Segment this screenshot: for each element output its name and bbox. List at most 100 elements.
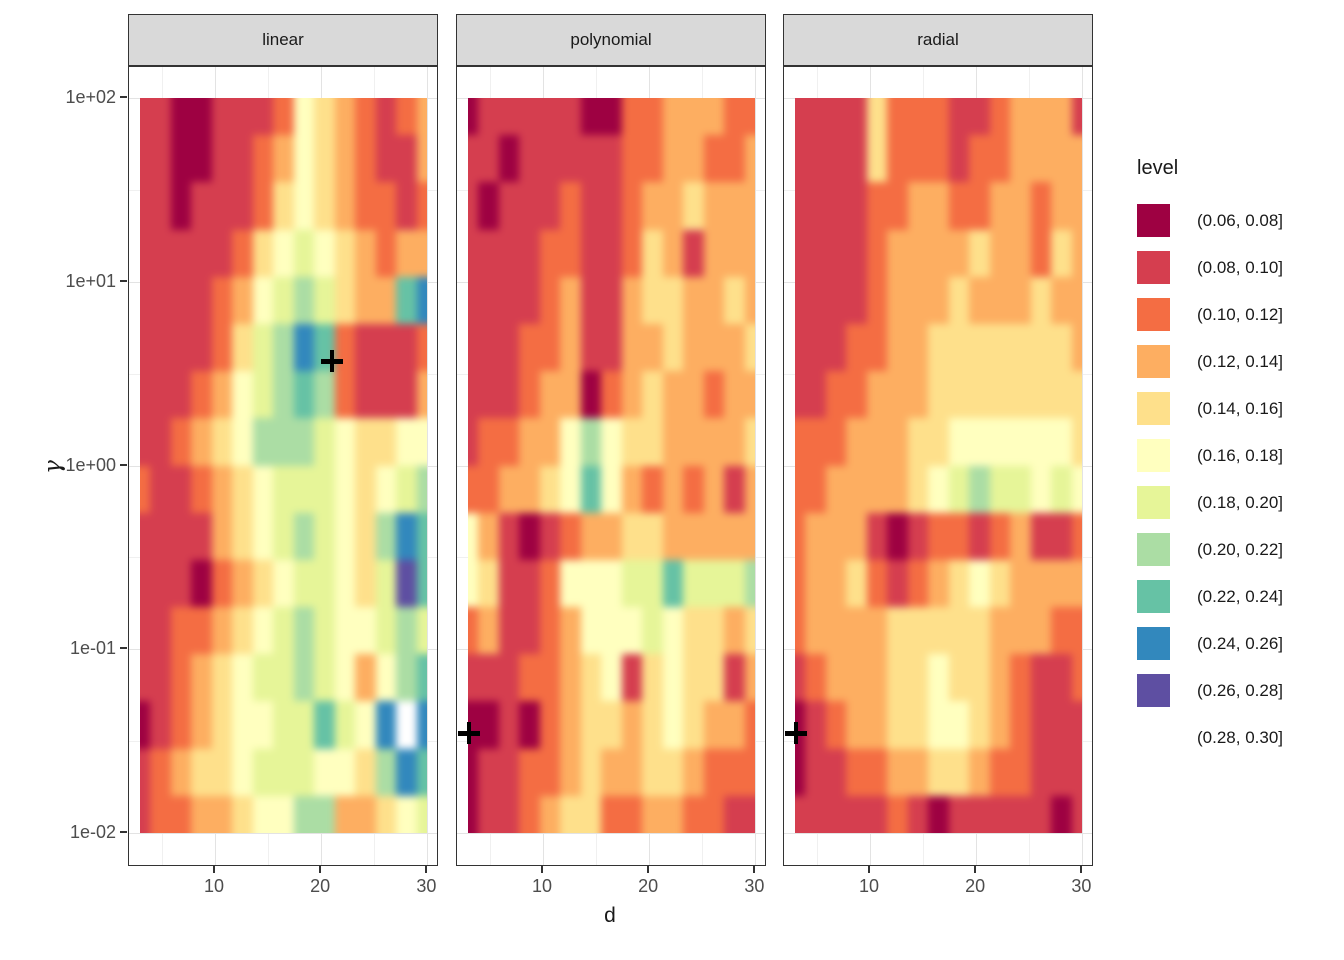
contour-cell	[273, 701, 294, 749]
contour-cell	[273, 98, 294, 136]
contour-cell	[252, 276, 274, 324]
contour-cell	[969, 748, 990, 796]
contour-cell	[170, 418, 192, 466]
contour-cell	[580, 276, 602, 324]
contour-cell	[191, 795, 212, 833]
contour-cell	[468, 795, 479, 833]
contour-cell	[211, 371, 233, 419]
contour-cell	[1010, 135, 1031, 183]
contour-cell	[989, 701, 1011, 749]
contour-cell	[580, 748, 602, 796]
contour-cell	[416, 323, 427, 372]
contour-cell	[642, 135, 663, 183]
contour-cell	[1030, 512, 1052, 560]
contour-cell	[703, 135, 725, 183]
contour-cell	[887, 559, 908, 608]
contour-cell	[1030, 135, 1052, 183]
contour-cell	[969, 465, 990, 513]
contour-cell	[355, 795, 376, 833]
contour-cell	[519, 607, 540, 655]
contour-cell	[846, 701, 867, 749]
legend-entry: (0.24, 0.26]	[1137, 627, 1283, 660]
contour-cell	[1071, 135, 1082, 183]
contour-cell	[744, 371, 755, 419]
contour-cell	[314, 512, 335, 560]
contour-cell	[928, 418, 949, 466]
legend-key-swatch	[1137, 627, 1170, 660]
contour-cell	[416, 748, 427, 796]
contour-cell	[293, 323, 315, 372]
contour-cell	[232, 559, 253, 608]
contour-cell	[866, 701, 888, 749]
contour-cell	[539, 276, 561, 324]
contour-cell	[805, 748, 826, 796]
contour-cell	[989, 182, 1011, 230]
contour-cell	[140, 135, 151, 183]
contour-cell	[866, 98, 888, 136]
contour-cell	[601, 748, 622, 796]
legend-entry: (0.10, 0.12]	[1137, 298, 1283, 331]
contour-cell	[662, 465, 684, 513]
contour-cell	[928, 323, 949, 372]
contour-cell	[478, 607, 499, 655]
contour-cell	[662, 607, 684, 655]
legend-key-label: (0.10, 0.12]	[1197, 304, 1284, 324]
contour-cell	[468, 559, 479, 608]
contour-cell	[560, 701, 581, 749]
contour-cell	[846, 512, 867, 560]
contour-cell	[948, 98, 970, 136]
contour-cell	[744, 701, 755, 749]
contour-cell	[375, 654, 397, 702]
contour-cell	[375, 512, 397, 560]
contour-cell	[396, 654, 417, 702]
contour-cell	[642, 323, 663, 372]
y-axis-tick	[120, 279, 127, 282]
contour-cell	[416, 559, 427, 608]
contour-cell	[293, 795, 315, 833]
contour-cell	[416, 135, 427, 183]
contour-cell	[887, 418, 908, 466]
contour-cell	[334, 465, 356, 513]
contour-cell	[621, 465, 643, 513]
contour-cell	[140, 654, 151, 702]
legend-entry: (0.08, 0.10]	[1137, 251, 1283, 284]
contour-cell	[1051, 559, 1072, 608]
contour-cell	[170, 559, 192, 608]
contour-cell	[478, 465, 499, 513]
best-point-marker	[320, 350, 343, 373]
contour-cell	[140, 323, 151, 372]
contour-cell	[1051, 654, 1072, 702]
contour-cell	[150, 229, 171, 277]
contour-cell	[825, 654, 847, 702]
contour-cell	[478, 371, 499, 419]
contour-cell	[232, 323, 253, 372]
contour-cell	[601, 323, 622, 372]
contour-cell	[314, 229, 335, 277]
contour-cell	[795, 559, 806, 608]
contour-cell	[907, 795, 929, 833]
contour-cell	[273, 323, 294, 372]
contour-cell	[293, 701, 315, 749]
contour-cell	[683, 465, 704, 513]
contour-cell	[252, 371, 274, 419]
legend-key-label: (0.28, 0.30]	[1197, 727, 1284, 747]
contour-cell	[478, 276, 499, 324]
contour-cell	[724, 465, 745, 513]
contour-cell	[621, 323, 643, 372]
contour-cell	[468, 276, 479, 324]
contour-cell	[396, 371, 417, 419]
contour-cell	[642, 512, 663, 560]
contour-cell	[866, 418, 888, 466]
contour-cell	[642, 701, 663, 749]
contour-cell	[498, 512, 520, 560]
contour-cell	[478, 418, 499, 466]
contour-cell	[375, 465, 397, 513]
contour-cell	[744, 465, 755, 513]
contour-cell	[560, 135, 581, 183]
contour-cell	[662, 276, 684, 324]
contour-cell	[211, 795, 233, 833]
contour-cell	[252, 465, 274, 513]
contour-cell	[969, 559, 990, 608]
contour-cell	[498, 229, 520, 277]
contour-cell	[140, 559, 151, 608]
